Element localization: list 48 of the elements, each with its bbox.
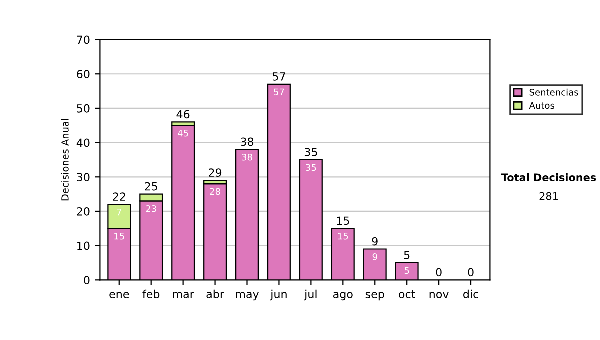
data-label: 7: [117, 209, 122, 216]
x-tick-label: dic: [464, 290, 478, 298]
x-tick-label: ene: [110, 292, 130, 298]
x-tick-label: mar: [173, 292, 194, 298]
x-tick-label: oct: [399, 290, 416, 298]
y-tick-label: 30: [77, 173, 90, 182]
data-label: 57: [274, 88, 284, 96]
data-label: 38: [242, 154, 252, 161]
y-tick-label: 0: [84, 276, 90, 285]
total-label: 38: [241, 138, 254, 146]
data-label: 15: [114, 233, 124, 240]
x-tick-label: jul: [304, 290, 317, 301]
x-tick-label: abr: [206, 290, 224, 298]
y-tick-label: 60: [77, 70, 90, 78]
data-label: 23: [146, 205, 156, 212]
y-tick-label: 20: [77, 207, 90, 216]
total-label: 15: [337, 216, 350, 226]
data-label: 35: [306, 164, 316, 172]
total-label: 57: [273, 72, 286, 81]
total-label: 0: [468, 268, 474, 277]
legend-label: Autos: [529, 102, 554, 110]
total-label: 0: [436, 268, 442, 277]
data-label: 45: [178, 130, 188, 137]
legend-label: Sentencias: [530, 88, 578, 96]
data-label: 9: [372, 254, 378, 260]
total-label: 46: [176, 110, 190, 119]
x-tick-label: ago: [333, 292, 353, 301]
x-tick-label: sep: [366, 292, 384, 301]
x-tick-label: jun: [270, 290, 287, 301]
text: 281: [540, 192, 558, 200]
y-tick-label: 70: [77, 36, 90, 44]
x-tick-label: may: [236, 292, 260, 301]
data-label: 28: [210, 188, 220, 196]
y-tick-label: 10: [78, 242, 90, 250]
total-label: 25: [145, 182, 158, 191]
data-label: 15: [338, 233, 348, 240]
total-label: 29: [209, 168, 222, 178]
total-label: 9: [372, 237, 378, 246]
total-label: 22: [113, 192, 126, 201]
text: Total Decisiones: [501, 173, 596, 182]
y-tick-label: 50: [77, 104, 90, 113]
y-axis-title: Decisiones Anual: [61, 119, 69, 201]
data-label: 5: [404, 267, 410, 274]
y-tick-label: 40: [76, 138, 90, 148]
x-tick-label: feb: [142, 290, 160, 298]
x-tick-label: nov: [430, 292, 449, 298]
total-label: 5: [404, 251, 410, 260]
total-label: 35: [304, 148, 318, 156]
